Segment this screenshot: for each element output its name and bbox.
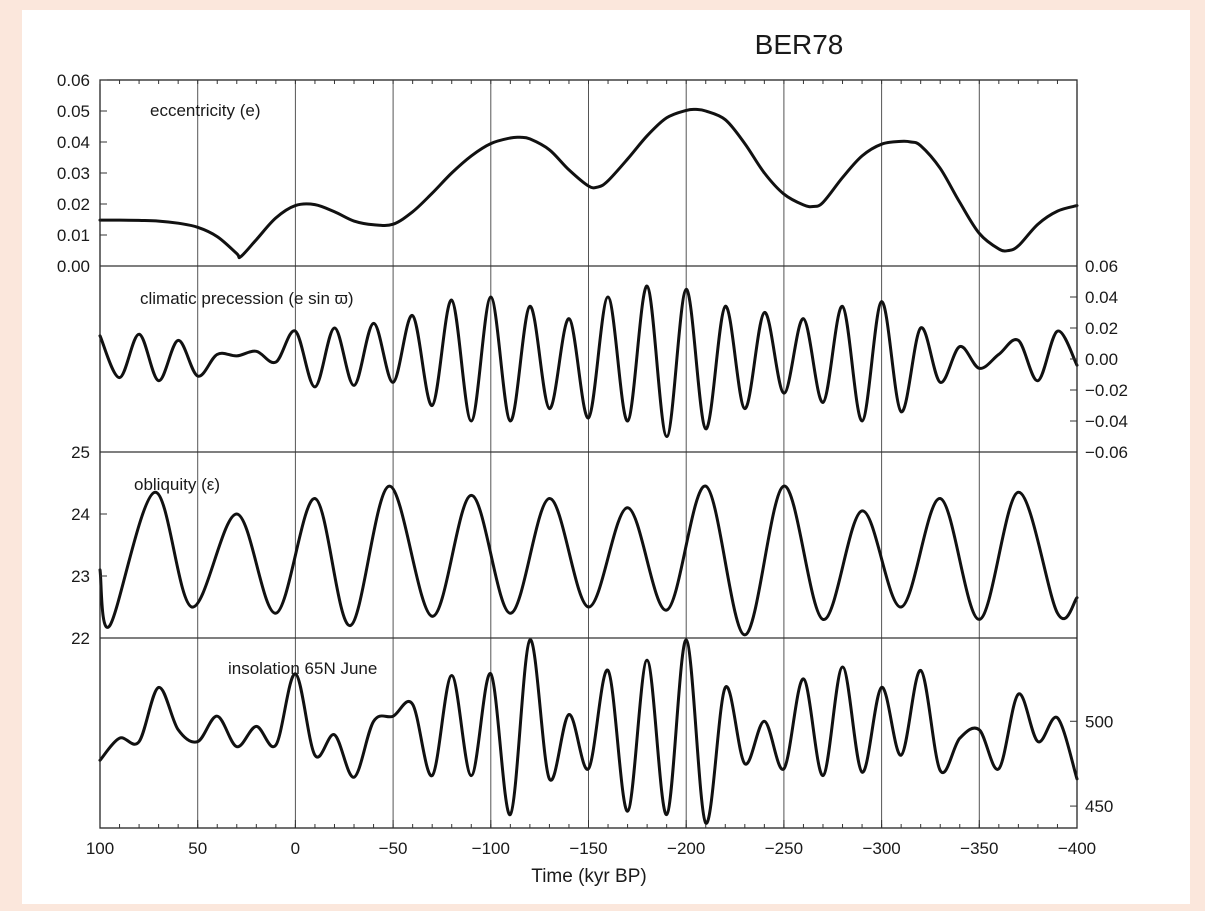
x-tick-label: −50 xyxy=(379,839,408,858)
y-tick-label: −0.04 xyxy=(1085,412,1128,431)
figure-panel: 100 50 0 −50 −100 −150 −200 −250 −300 −350 −400 ecc… xyxy=(22,10,1190,904)
series-line-precession xyxy=(98,284,1079,439)
y-tick-label: 500 xyxy=(1085,712,1113,731)
chart-title: BER78 xyxy=(755,29,844,60)
x-tick-label: −350 xyxy=(960,839,998,858)
y-tick-label: 0.04 xyxy=(57,133,90,152)
series-lines xyxy=(98,107,1079,825)
chart: 100 50 0 −50 −100 −150 −200 −250 −300 −350 −400ecc… xyxy=(57,29,1128,887)
y-tick-label: 450 xyxy=(1085,797,1113,816)
x-tick-label: 100 xyxy=(86,839,114,858)
panel-label: eccentricity (e) xyxy=(150,101,261,120)
y-tick-label: 0.03 xyxy=(57,164,90,183)
y-tick-label: 0.01 xyxy=(57,226,90,245)
y-tick-label: 0.05 xyxy=(57,102,90,121)
y-tick-label: 0.04 xyxy=(1085,288,1118,307)
y-tick-label: −0.02 xyxy=(1085,381,1128,400)
y-tick-label: 24 xyxy=(71,505,90,524)
x-tick-label: −300 xyxy=(862,839,900,858)
series-line-obliquity xyxy=(98,484,1079,637)
y-tick-label: 0.02 xyxy=(1085,319,1118,338)
x-tick-label: −200 xyxy=(667,839,705,858)
panel-label: climatic precession (e sin ϖ) xyxy=(140,289,354,308)
x-tick-label: −250 xyxy=(765,839,803,858)
axis-ticks: 100 50 0 −50 −100 −150 −200 −250 −300 −350 −400ecc… xyxy=(57,71,1128,858)
panel-label: insolation 65N June xyxy=(228,659,377,678)
y-tick-label: 0.00 xyxy=(57,257,90,276)
y-tick-label: 0.00 xyxy=(1085,350,1118,369)
x-tick-label: −400 xyxy=(1058,839,1096,858)
x-axis-label: Time (kyr BP) xyxy=(531,866,646,887)
y-tick-label: 0.06 xyxy=(57,71,90,90)
series-line-insolation xyxy=(98,638,1079,825)
grid xyxy=(197,80,980,828)
x-tick-label: −150 xyxy=(569,839,607,858)
y-tick-label: 0.06 xyxy=(1085,257,1118,276)
x-tick-label: 0 xyxy=(291,839,300,858)
x-tick-label: −100 xyxy=(472,839,510,858)
x-tick-label: 50 xyxy=(188,839,207,858)
y-tick-label: −0.06 xyxy=(1085,443,1128,462)
y-tick-label: 25 xyxy=(71,443,90,462)
y-tick-label: 23 xyxy=(71,567,90,586)
y-tick-label: 0.02 xyxy=(57,195,90,214)
panel-label: obliquity (ε) xyxy=(134,475,220,494)
y-tick-label: 22 xyxy=(71,629,90,648)
series-line-eccentricity xyxy=(98,107,1079,260)
